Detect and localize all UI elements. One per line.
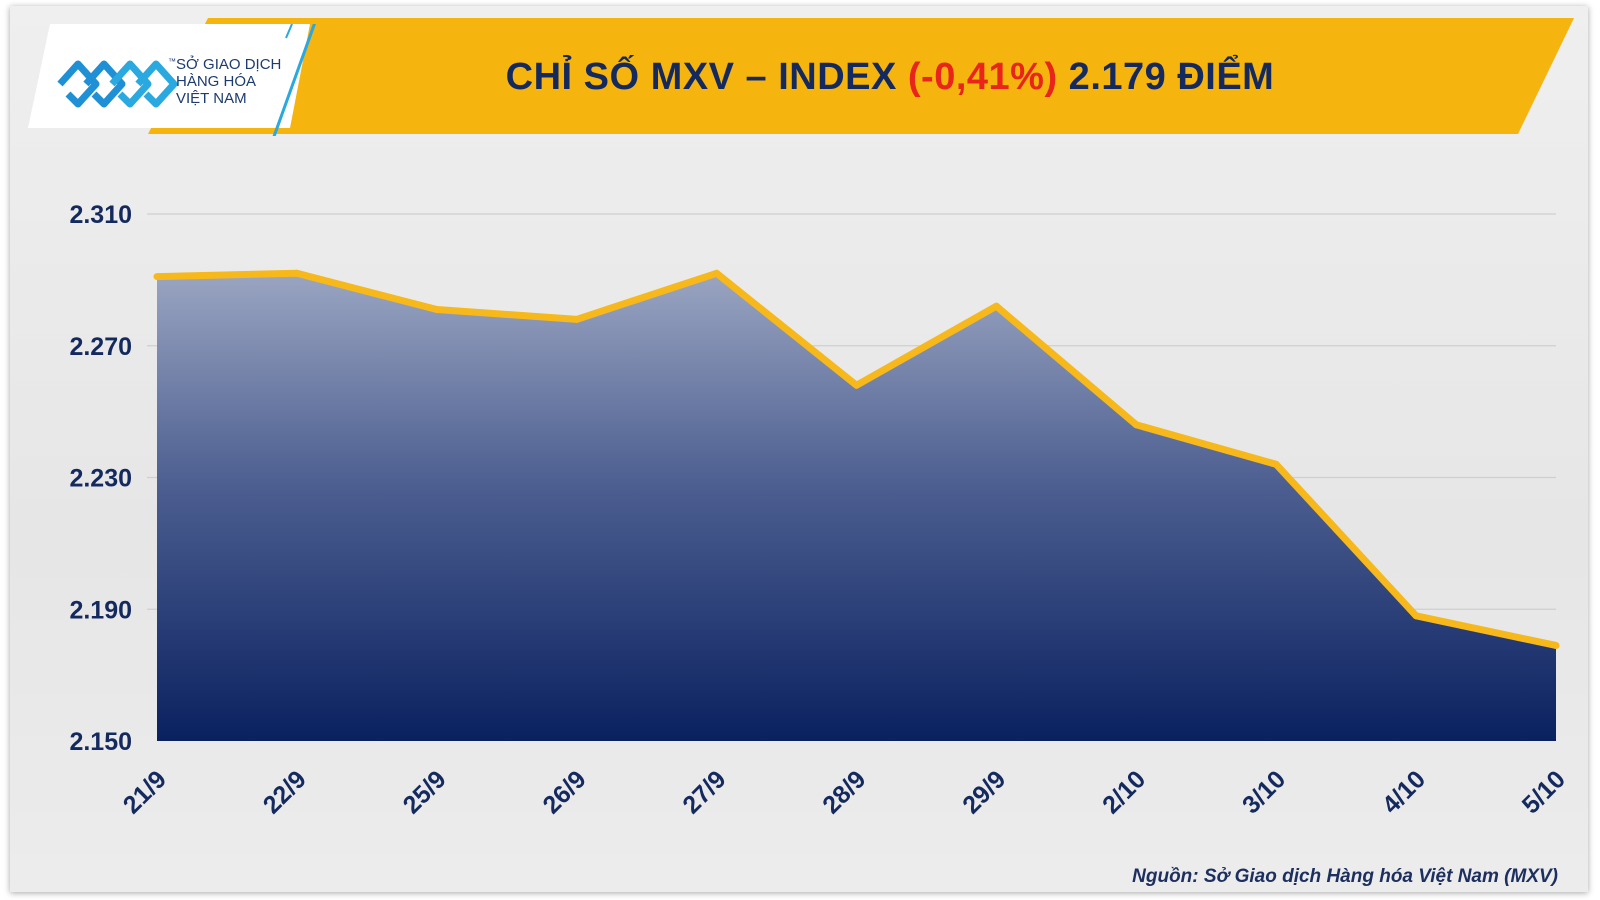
data-point xyxy=(1412,612,1420,620)
data-point xyxy=(153,273,161,281)
data-point xyxy=(853,381,860,389)
data-point xyxy=(1272,460,1280,468)
x-tick-label: 5/10 xyxy=(1517,765,1571,819)
data-point xyxy=(573,315,581,323)
logo-emblem: ™ xyxy=(28,13,320,143)
data-point xyxy=(293,269,301,277)
data-point xyxy=(433,306,441,314)
y-axis-labels: 2.310 2.270 2.230 2.190 2.150 xyxy=(69,201,132,756)
x-tick-label: 2/10 xyxy=(1097,765,1151,819)
x-tick-label: 3/10 xyxy=(1237,765,1291,819)
x-tick-label: 22/9 xyxy=(258,765,312,819)
y-tick-label: 2.270 xyxy=(69,333,132,361)
x-tick-label: 4/10 xyxy=(1377,765,1431,819)
logo: ™ SỞ GIAO DỊCH HÀNG HÓA VIỆT NAM xyxy=(28,13,328,143)
title-change: (-0,41%) xyxy=(907,56,1058,98)
data-point xyxy=(1132,421,1140,429)
title-suffix: 2.179 ĐIỂM xyxy=(1057,56,1275,98)
x-tick-label: 27/9 xyxy=(677,765,731,819)
x-tick-label: 25/9 xyxy=(398,765,452,819)
title-banner xyxy=(148,18,1574,134)
logo-text: SỞ GIAO DỊCH HÀNG HÓA VIỆT NAM xyxy=(176,56,281,107)
source-note: Nguồn: Sở Giao dịch Hàng hóa Việt Nam (M… xyxy=(1132,866,1558,887)
y-tick-label: 2.230 xyxy=(69,465,132,493)
data-point xyxy=(992,302,1000,310)
data-point xyxy=(1552,641,1560,649)
x-axis-labels: 21/9 22/9 25/9 26/9 27/9 28/9 29/9 2/10 3/10 4/10… xyxy=(118,765,1571,819)
y-tick-label: 2.190 xyxy=(69,596,132,624)
area-series xyxy=(153,269,1560,741)
x-tick-label: 29/9 xyxy=(957,765,1011,819)
x-tick-label: 26/9 xyxy=(537,765,591,819)
data-point xyxy=(713,269,721,277)
title-prefix: CHỈ SỐ MXV – INDEX xyxy=(505,56,908,98)
x-tick-label: 28/9 xyxy=(817,765,871,819)
logo-line2: HÀNG HÓA xyxy=(176,73,257,90)
logo-tm: ™ xyxy=(168,57,176,66)
y-tick-label: 2.150 xyxy=(69,728,132,756)
x-tick-label: 21/9 xyxy=(118,765,172,819)
chart-title: CHỈ SỐ MXV – INDEX (-0,41%) 2.179 ĐIỂM xyxy=(300,56,1480,99)
logo-line1: SỞ GIAO DỊCH xyxy=(176,56,282,73)
logo-line3: VIỆT NAM xyxy=(176,90,247,107)
y-tick-label: 2.310 xyxy=(69,201,132,229)
area-fill xyxy=(157,273,1556,741)
